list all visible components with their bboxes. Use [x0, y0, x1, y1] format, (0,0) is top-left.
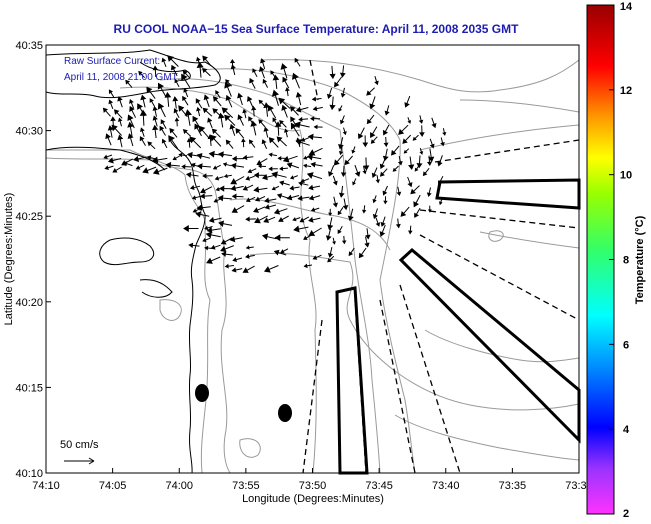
x-tick-label: 73:45 [365, 480, 393, 492]
y-tick-label: 40:30 [15, 126, 43, 138]
annotation-line1: Raw Surface Current: [64, 56, 160, 67]
annotation-line2: April 11, 2008 21:00 GMT [64, 72, 178, 83]
colorbar-tick-label: 8 [623, 255, 629, 267]
colorbar-tick-label: 10 [620, 170, 632, 182]
x-tick-label: 74:00 [165, 480, 193, 492]
x-tick-label: 73:55 [232, 480, 260, 492]
station-marker [278, 404, 292, 422]
y-tick-label: 40:35 [15, 40, 43, 52]
colorbar-tick-label: 4 [623, 424, 630, 436]
x-tick-label: 74:10 [32, 480, 60, 492]
x-tick-label: 73:50 [299, 480, 327, 492]
y-axis-label: Latitude (Degrees:Minutes) [3, 193, 15, 326]
x-tick-label: 73:40 [432, 480, 460, 492]
chart-title: RU COOL NOAA−15 Sea Surface Temperature:… [114, 22, 520, 36]
y-tick-label: 40:20 [15, 297, 43, 309]
x-tick-label: 74:05 [99, 480, 127, 492]
y-tick-label: 40:10 [15, 468, 43, 480]
colorbar-tick-label: 2 [623, 508, 629, 519]
scale-label: 50 cm/s [60, 439, 99, 451]
station-marker [195, 384, 209, 402]
colorbar-tick-label: 14 [620, 1, 633, 13]
colorbar-tick-label: 12 [620, 85, 632, 97]
x-tick-label: 73:35 [499, 480, 527, 492]
x-axis-label: Longitude (Degrees:Minutes) [242, 493, 384, 505]
y-tick-label: 40:15 [15, 382, 43, 394]
y-tick-label: 40:25 [15, 211, 43, 223]
colorbar-tick-label: 6 [623, 339, 629, 351]
colorbar-label: Temperature (°C) [634, 215, 646, 304]
